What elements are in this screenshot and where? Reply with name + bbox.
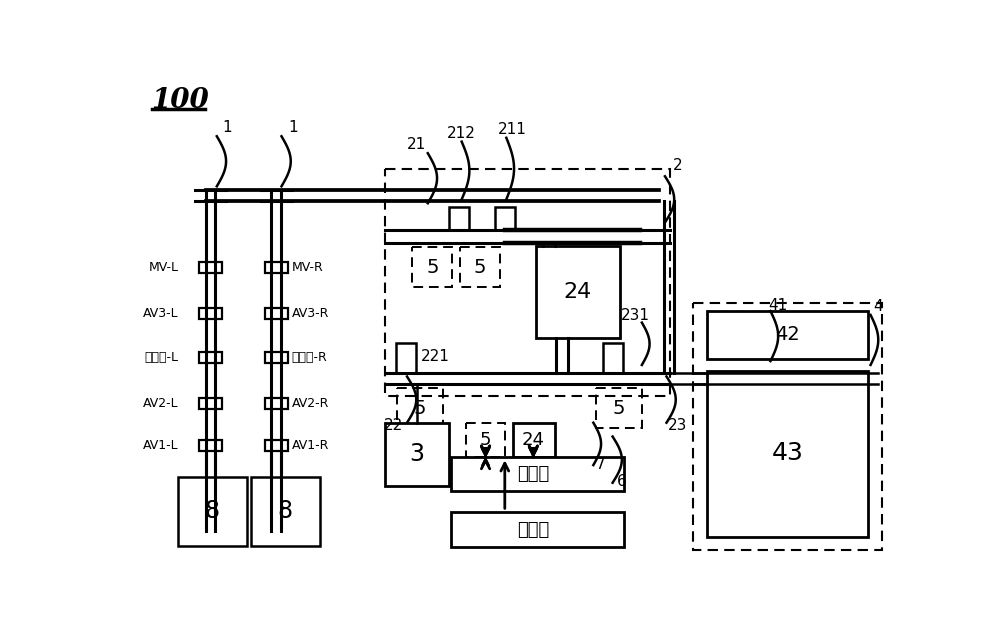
Text: 存储器: 存储器: [517, 521, 549, 538]
Text: 稳压器-R: 稳压器-R: [292, 351, 327, 364]
Text: AV3-R: AV3-R: [292, 307, 329, 320]
Text: 43: 43: [771, 441, 803, 465]
Text: AV2-L: AV2-L: [143, 397, 178, 410]
Text: 5: 5: [613, 399, 625, 418]
Bar: [265, 308, 288, 319]
Text: 221: 221: [421, 349, 450, 364]
Bar: [385, 423, 449, 486]
Bar: [536, 246, 620, 338]
Bar: [412, 247, 452, 287]
Bar: [265, 262, 288, 272]
Bar: [451, 512, 624, 547]
Bar: [512, 423, 555, 457]
Text: 100: 100: [151, 88, 209, 114]
Bar: [596, 388, 642, 428]
Text: 7: 7: [595, 457, 605, 472]
Text: 23: 23: [668, 418, 687, 434]
Bar: [495, 207, 515, 231]
Text: 5: 5: [426, 258, 439, 277]
Bar: [396, 344, 416, 373]
Bar: [199, 398, 222, 409]
Text: 5: 5: [474, 258, 486, 277]
Text: 42: 42: [775, 325, 800, 344]
Text: AV2-R: AV2-R: [292, 397, 329, 410]
Bar: [199, 308, 222, 319]
Text: MV-L: MV-L: [148, 260, 178, 274]
Bar: [460, 247, 500, 287]
Text: 5: 5: [480, 431, 491, 449]
Text: 处理器: 处理器: [517, 465, 549, 483]
Bar: [199, 352, 222, 363]
Bar: [251, 477, 320, 546]
Bar: [199, 441, 222, 451]
Bar: [466, 423, 505, 457]
Text: 24: 24: [564, 282, 592, 302]
Bar: [265, 398, 288, 409]
Text: AV1-R: AV1-R: [292, 439, 329, 452]
Text: 2: 2: [672, 158, 682, 173]
Text: 1: 1: [223, 121, 232, 135]
Text: 6: 6: [617, 474, 627, 489]
Bar: [449, 207, 469, 231]
Text: 21: 21: [407, 137, 426, 152]
Text: 8: 8: [278, 499, 293, 523]
Bar: [265, 441, 288, 451]
Text: 5: 5: [414, 399, 426, 418]
Bar: [693, 304, 882, 550]
Text: 4: 4: [873, 299, 883, 314]
Text: 3: 3: [410, 442, 425, 466]
Text: 41: 41: [768, 298, 787, 312]
Text: AV3-L: AV3-L: [143, 307, 178, 320]
Bar: [707, 311, 868, 359]
Text: 211: 211: [498, 122, 527, 137]
Text: 212: 212: [446, 126, 475, 141]
Bar: [265, 352, 288, 363]
Bar: [397, 388, 443, 428]
Text: 稳压器-L: 稳压器-L: [144, 351, 178, 364]
Bar: [451, 457, 624, 491]
Bar: [385, 169, 670, 396]
Bar: [199, 262, 222, 272]
Text: 1: 1: [288, 121, 298, 135]
Text: AV1-L: AV1-L: [143, 439, 178, 452]
Text: 8: 8: [205, 499, 220, 523]
Text: 231: 231: [621, 308, 650, 323]
Text: 24: 24: [522, 431, 545, 449]
Bar: [178, 477, 247, 546]
Bar: [603, 344, 623, 373]
Text: MV-R: MV-R: [292, 260, 323, 274]
Text: 22: 22: [384, 418, 404, 434]
Bar: [707, 371, 868, 537]
